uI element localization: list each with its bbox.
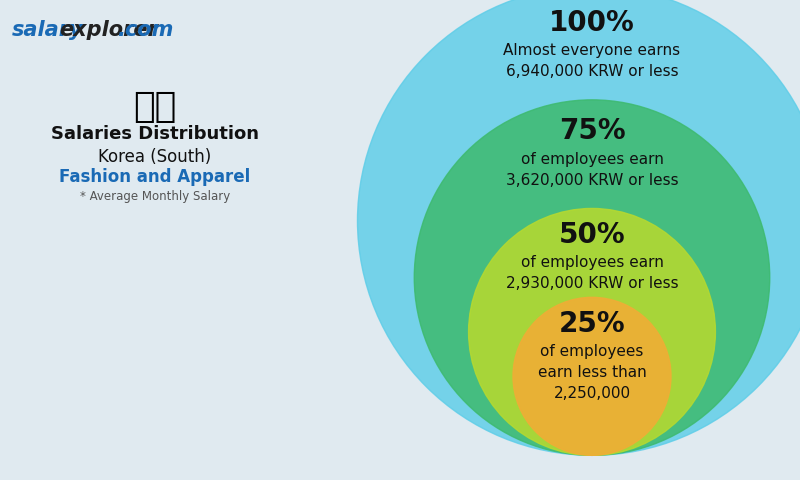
Circle shape (414, 100, 770, 456)
Text: of employees earn
3,620,000 KRW or less: of employees earn 3,620,000 KRW or less (506, 152, 678, 188)
Text: 75%: 75% (558, 117, 626, 145)
Circle shape (358, 0, 800, 456)
Text: 50%: 50% (558, 221, 626, 249)
Text: Salaries Distribution: Salaries Distribution (51, 125, 259, 143)
Circle shape (469, 208, 715, 456)
Text: of employees earn
2,930,000 KRW or less: of employees earn 2,930,000 KRW or less (506, 255, 678, 291)
Text: 100%: 100% (549, 9, 635, 36)
Text: of employees
earn less than
2,250,000: of employees earn less than 2,250,000 (538, 344, 646, 401)
Text: salary: salary (12, 20, 84, 40)
Text: Fashion and Apparel: Fashion and Apparel (59, 168, 250, 186)
Text: 25%: 25% (558, 310, 626, 337)
Circle shape (513, 297, 671, 456)
Text: .com: .com (117, 20, 174, 40)
Text: explorer: explorer (59, 20, 158, 40)
Text: 🇰🇷: 🇰🇷 (134, 90, 177, 124)
Text: * Average Monthly Salary: * Average Monthly Salary (80, 190, 230, 203)
Text: Korea (South): Korea (South) (98, 148, 212, 166)
Text: Almost everyone earns
6,940,000 KRW or less: Almost everyone earns 6,940,000 KRW or l… (503, 43, 681, 79)
